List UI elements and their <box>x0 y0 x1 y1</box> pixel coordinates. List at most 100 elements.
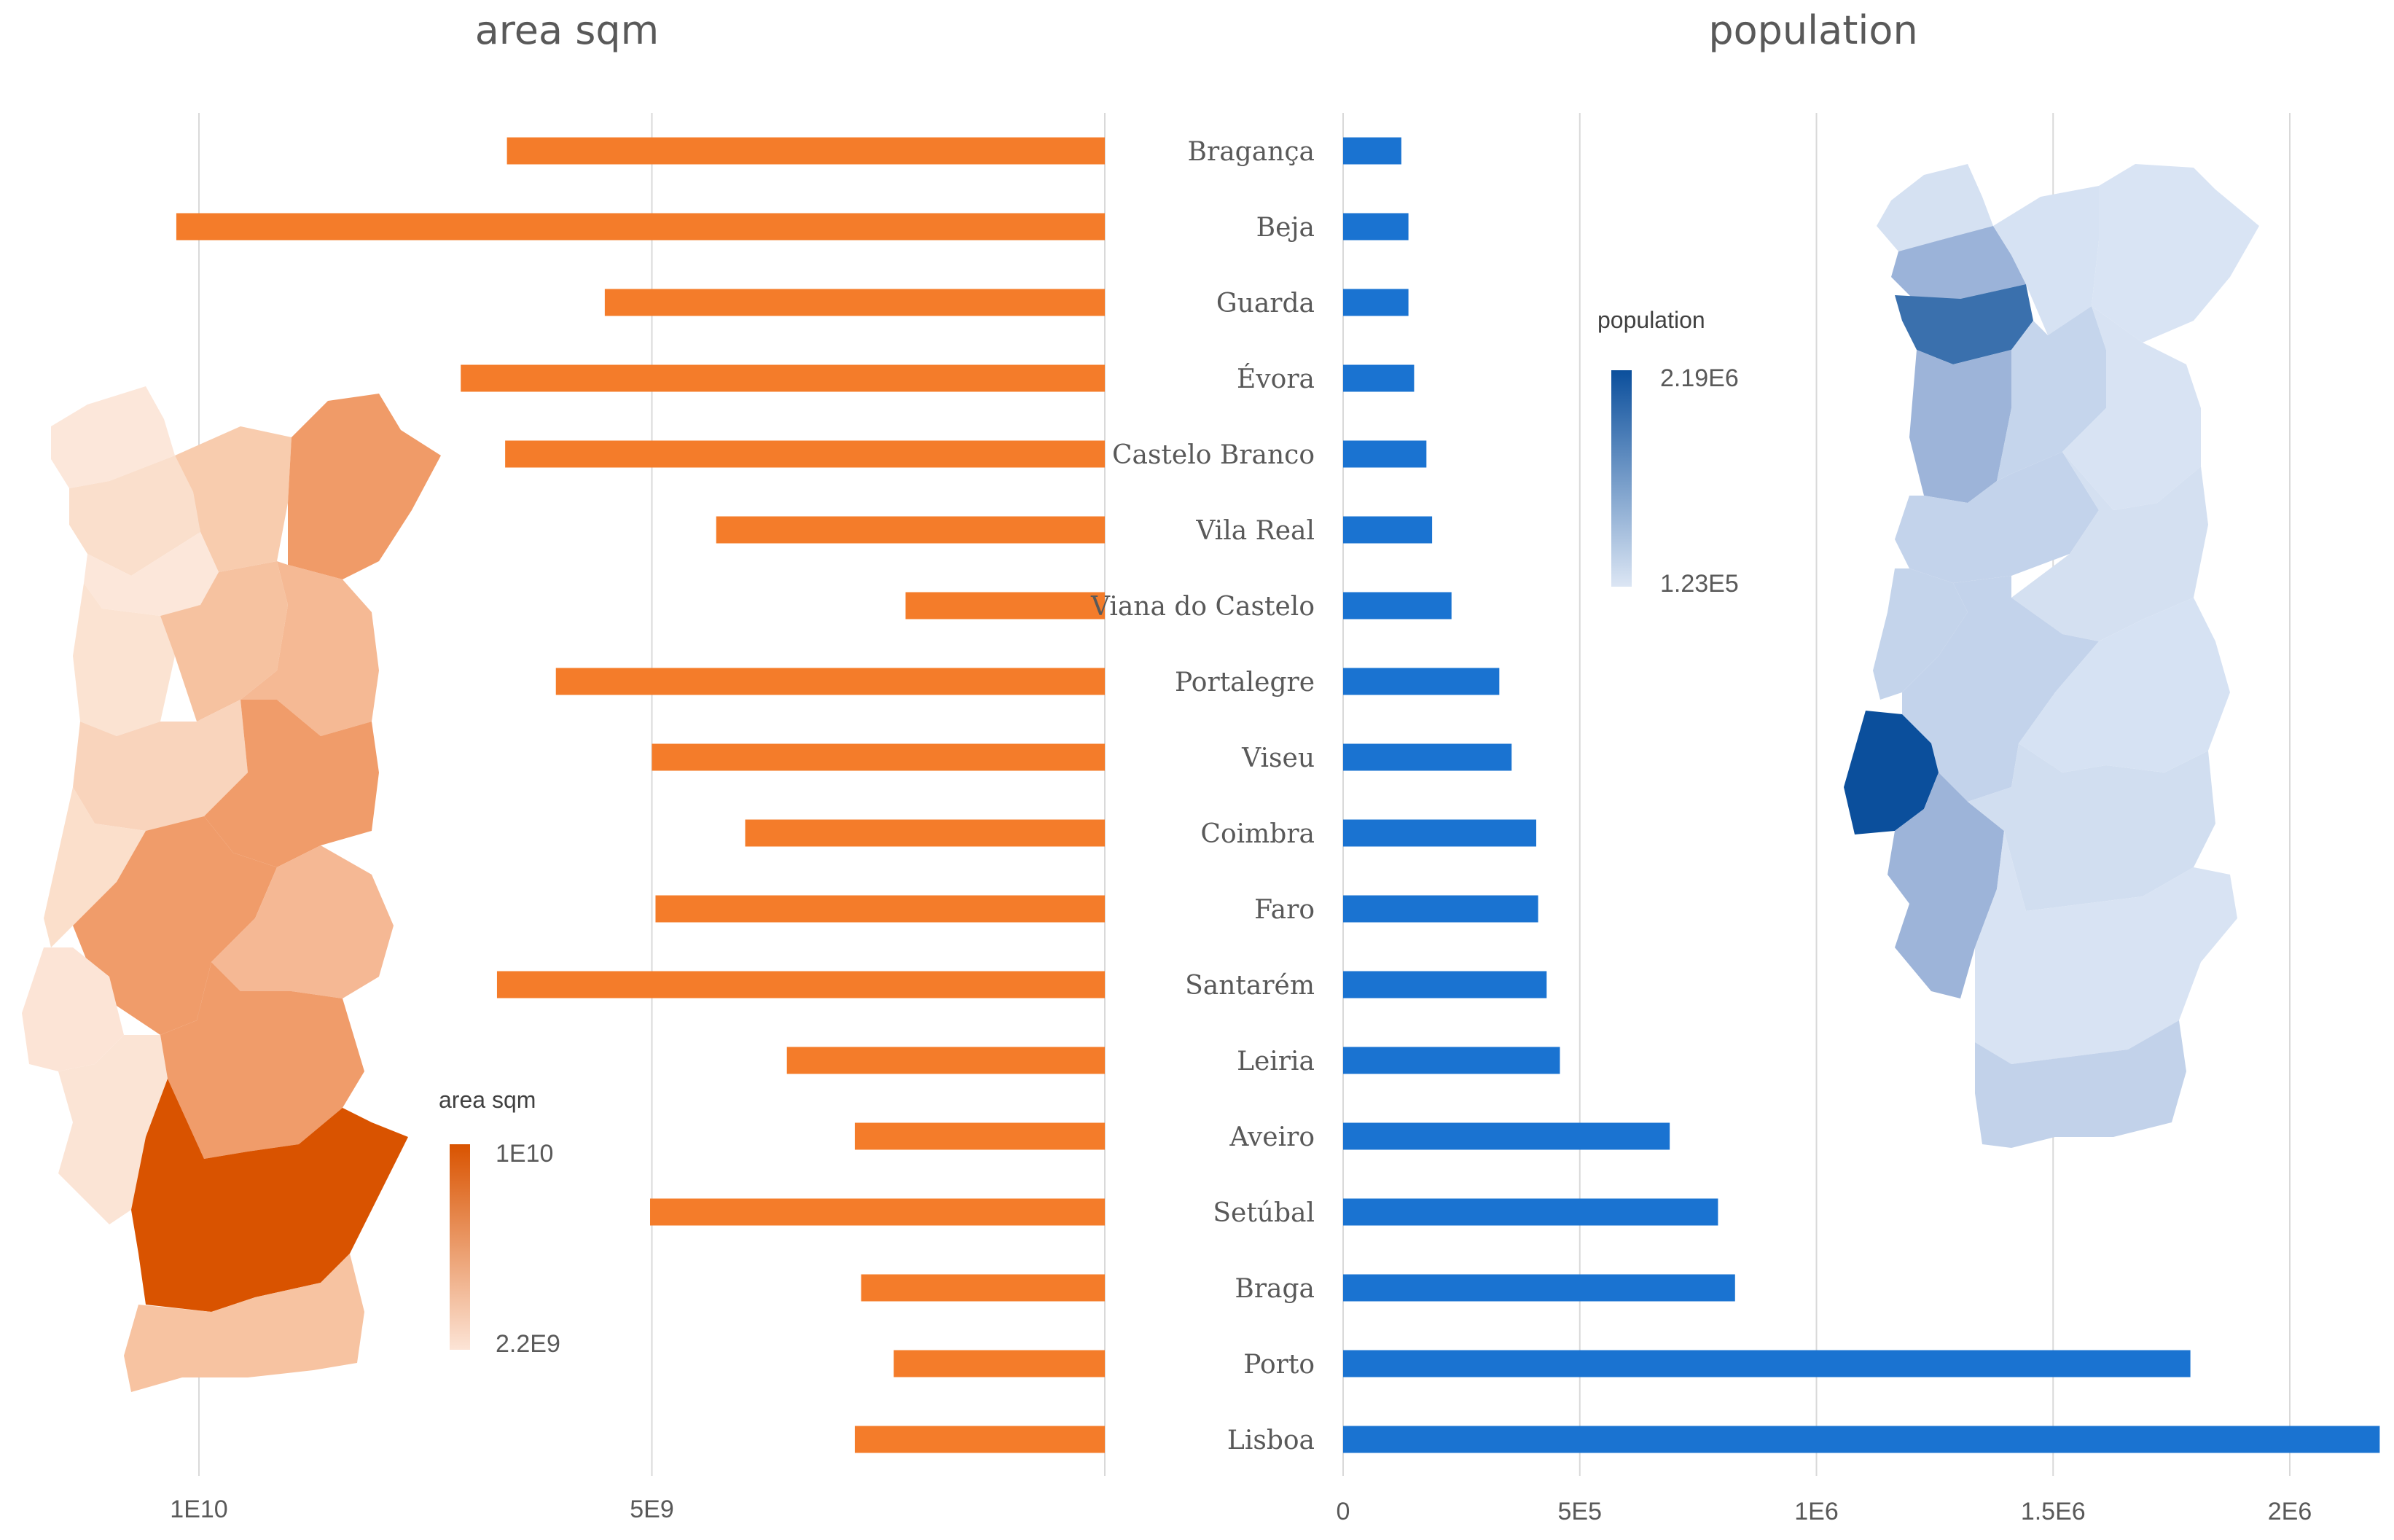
population-legend: population 2.19E6 1.23E5 <box>1597 307 1739 598</box>
map-area-braga <box>69 456 200 576</box>
map-pop-lisboa <box>1844 711 1939 835</box>
population-bar-evora <box>1343 364 1415 392</box>
map-pop-guarda <box>2062 306 2201 510</box>
map-area-viseu <box>160 561 288 722</box>
area-bar-guarda <box>604 289 1105 316</box>
population-legend-min: 1.23E5 <box>1660 570 1739 598</box>
category-label-evora: Évora <box>1237 364 1315 394</box>
map-pop-viana <box>1877 164 1993 251</box>
map-area-evora <box>160 962 364 1159</box>
area-bar-viseu <box>652 743 1105 771</box>
area-legend: area sqm 1E10 2.2E9 <box>439 1087 560 1358</box>
map-pop-santarem <box>1902 576 2099 802</box>
area-legend-gradient <box>450 1144 470 1350</box>
map-pop-leiria <box>1873 568 1968 700</box>
category-label-leiria: Leiria <box>1237 1047 1315 1076</box>
portugal-area-map <box>22 386 441 1392</box>
area-bar-portalegre <box>555 668 1105 695</box>
population-bar-viana-do-castelo <box>1343 592 1452 619</box>
population-axis-ticks: 0 5E5 1E6 1.5E6 2E6 <box>1337 1498 2312 1525</box>
map-area-beja <box>131 1079 408 1312</box>
map-pop-castelo-branco <box>2011 452 2208 641</box>
area-bar-braga <box>861 1274 1105 1302</box>
map-area-porto <box>84 532 219 616</box>
map-pop-evora <box>1968 743 2215 911</box>
area-bar-vila-real <box>716 516 1105 544</box>
category-label-santarem: Santarém <box>1185 971 1315 1001</box>
category-label-viseu: Viseu <box>1241 743 1315 773</box>
population-tick-label: 2E6 <box>2268 1498 2312 1525</box>
map-area-braganca <box>288 394 441 579</box>
population-tick-label: 1.5E6 <box>2021 1498 2086 1525</box>
area-legend-max: 1E10 <box>496 1140 553 1168</box>
area-bar-aveiro <box>854 1122 1105 1150</box>
map-pop-beja <box>1975 831 2237 1064</box>
category-labels: Bragança Beja Guarda Évora Castelo Branco Vil… <box>1090 137 1315 1455</box>
population-legend-max: 2.19E6 <box>1660 364 1739 392</box>
area-chart-title: area sqm <box>475 7 660 53</box>
population-bar-castelo-branco <box>1343 440 1427 468</box>
map-pop-braga <box>1891 226 2026 299</box>
population-bar-viseu <box>1343 743 1512 771</box>
population-chart-title: population <box>1708 7 1917 53</box>
map-pop-braganca <box>2092 164 2259 343</box>
area-tick-label: 5E9 <box>630 1496 674 1523</box>
map-pop-porto <box>1895 284 2033 364</box>
area-bar-evora <box>461 364 1105 392</box>
population-legend-gradient <box>1611 370 1632 587</box>
map-pop-viseu <box>1997 306 2106 481</box>
population-legend-title: population <box>1597 307 1705 333</box>
category-label-setubal: Setúbal <box>1213 1198 1315 1228</box>
area-bar-braganca <box>506 137 1105 165</box>
map-area-aveiro <box>73 583 175 736</box>
area-bar-setubal <box>650 1198 1105 1226</box>
population-bar-lisboa <box>1343 1426 2380 1453</box>
map-pop-vila-real <box>1993 186 2099 335</box>
population-bar-setubal <box>1343 1198 1718 1226</box>
category-label-vila-real: Vila Real <box>1195 516 1315 546</box>
map-area-setubal <box>58 1035 168 1224</box>
population-bar-guarda <box>1343 289 1409 316</box>
map-area-castelo-branco <box>204 700 379 867</box>
map-area-guarda <box>240 561 379 736</box>
portugal-population-map <box>1844 164 2259 1148</box>
map-area-vila-real <box>175 426 292 572</box>
area-axis-ticks: 1E10 5E9 <box>170 1496 673 1523</box>
population-bar-santarem <box>1343 971 1547 998</box>
category-label-faro: Faro <box>1254 895 1315 925</box>
population-bars <box>1343 137 2380 1453</box>
area-bar-viana-do-castelo <box>905 592 1105 619</box>
population-tick-label: 0 <box>1337 1498 1350 1525</box>
map-pop-faro <box>1975 1020 2186 1148</box>
area-bar-beja <box>176 213 1105 241</box>
map-area-lisboa <box>22 947 124 1071</box>
map-pop-aveiro <box>1909 350 2011 503</box>
population-bar-vila-real <box>1343 516 1433 544</box>
population-tick-label: 1E6 <box>1794 1498 1839 1525</box>
area-bars <box>176 137 1105 1453</box>
map-area-leiria <box>44 787 146 947</box>
category-label-aveiro: Aveiro <box>1229 1122 1315 1152</box>
map-area-santarem <box>73 816 277 1035</box>
area-bar-porto <box>893 1350 1105 1377</box>
map-pop-portalegre <box>2019 598 2230 773</box>
population-bar-aveiro <box>1343 1122 1670 1150</box>
category-label-castelo-branco: Castelo Branco <box>1112 440 1315 470</box>
area-legend-title: area sqm <box>439 1087 536 1113</box>
category-label-guarda: Guarda <box>1216 289 1315 318</box>
map-pop-coimbra <box>1895 452 2099 583</box>
population-bar-faro <box>1343 895 1538 923</box>
category-label-braganca: Bragança <box>1188 137 1315 167</box>
population-tick-label: 5E5 <box>1558 1498 1603 1525</box>
map-area-faro <box>124 1254 364 1392</box>
category-label-beja: Beja <box>1256 213 1315 243</box>
area-bar-leiria <box>786 1047 1105 1074</box>
population-bar-braga <box>1343 1274 1735 1302</box>
category-label-coimbra: Coimbra <box>1200 819 1315 849</box>
area-bar-coimbra <box>745 819 1105 847</box>
population-bar-porto <box>1343 1350 2191 1377</box>
category-label-viana-do-castelo: Viana do Castelo <box>1090 592 1315 622</box>
category-label-lisboa: Lisboa <box>1227 1426 1315 1455</box>
area-bar-lisboa <box>854 1426 1105 1453</box>
